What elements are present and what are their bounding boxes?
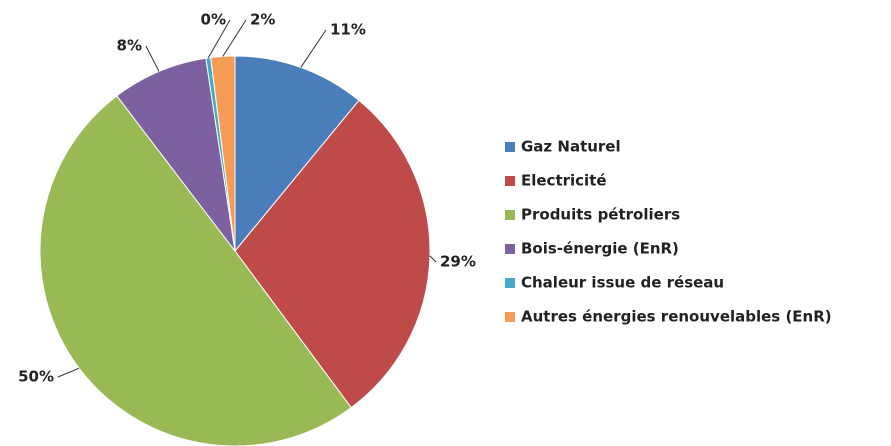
legend-label: Autres énergies renouvelables (EnR) — [521, 308, 832, 326]
data-label: 0% — [201, 11, 226, 29]
data-label: 50% — [18, 368, 54, 386]
leader-line — [300, 29, 327, 68]
legend-swatch — [505, 142, 515, 152]
legend-swatch — [505, 176, 515, 186]
legend-label: Chaleur issue de réseau — [521, 274, 724, 292]
legend-label: Produits pétroliers — [521, 206, 680, 224]
legend-label: Gaz Naturel — [521, 138, 621, 156]
data-label: 11% — [330, 21, 366, 39]
leader-line — [222, 19, 247, 57]
leader-line — [429, 255, 437, 263]
pie-slice — [234, 55, 360, 253]
legend-swatch — [505, 312, 515, 322]
data-label: 2% — [250, 11, 275, 29]
pie-slice — [116, 57, 236, 252]
data-label: 29% — [440, 253, 476, 271]
leader-line — [145, 45, 160, 72]
legend-label: Electricité — [521, 172, 607, 190]
legend-swatch — [505, 278, 515, 288]
legend-label: Bois-énergie (EnR) — [521, 240, 679, 258]
data-label: 8% — [117, 37, 142, 55]
legend-swatch — [505, 244, 515, 254]
leader-line — [207, 19, 231, 59]
leader-line — [57, 367, 80, 378]
pie-slice — [39, 95, 352, 446]
legend-swatch — [505, 210, 515, 220]
pie-slice — [234, 99, 431, 409]
